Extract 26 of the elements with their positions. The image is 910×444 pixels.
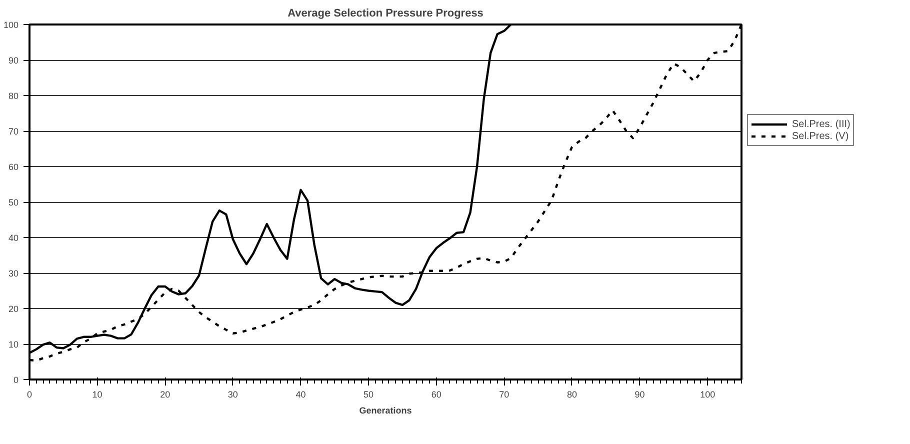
x-tick-label: 30 — [228, 390, 238, 400]
y-tick-label: 0 — [13, 375, 19, 385]
y-tick-label: 100 — [3, 20, 19, 30]
x-tick-label: 60 — [431, 390, 442, 400]
y-tick-label: 90 — [8, 56, 19, 66]
y-tick-label: 30 — [8, 268, 19, 278]
legend-label: Sel.Pres. (V) — [792, 130, 849, 142]
x-tick-label: 0 — [26, 390, 32, 400]
x-axis-title: Generations — [359, 406, 412, 416]
chart-title: Average Selection Pressure Progress — [288, 8, 484, 20]
x-tick-label: 70 — [499, 390, 510, 400]
y-tick-label: 70 — [8, 126, 19, 136]
x-tick-label: 80 — [566, 390, 577, 400]
x-tick-label: 100 — [700, 390, 716, 400]
y-tick-label: 40 — [8, 233, 19, 243]
x-tick-label: 50 — [364, 390, 374, 400]
y-tick-label: 10 — [8, 340, 19, 350]
x-tick-label: 90 — [634, 390, 645, 400]
y-tick-label: 50 — [8, 198, 19, 208]
x-tick-label: 20 — [160, 390, 170, 400]
legend-label: Sel.Pres. (III) — [792, 118, 850, 130]
y-tick-label: 80 — [8, 91, 19, 101]
x-tick-label: 40 — [296, 390, 306, 400]
y-tick-label: 60 — [8, 162, 19, 172]
y-tick-label: 20 — [8, 304, 19, 314]
x-tick-label: 10 — [92, 390, 102, 400]
